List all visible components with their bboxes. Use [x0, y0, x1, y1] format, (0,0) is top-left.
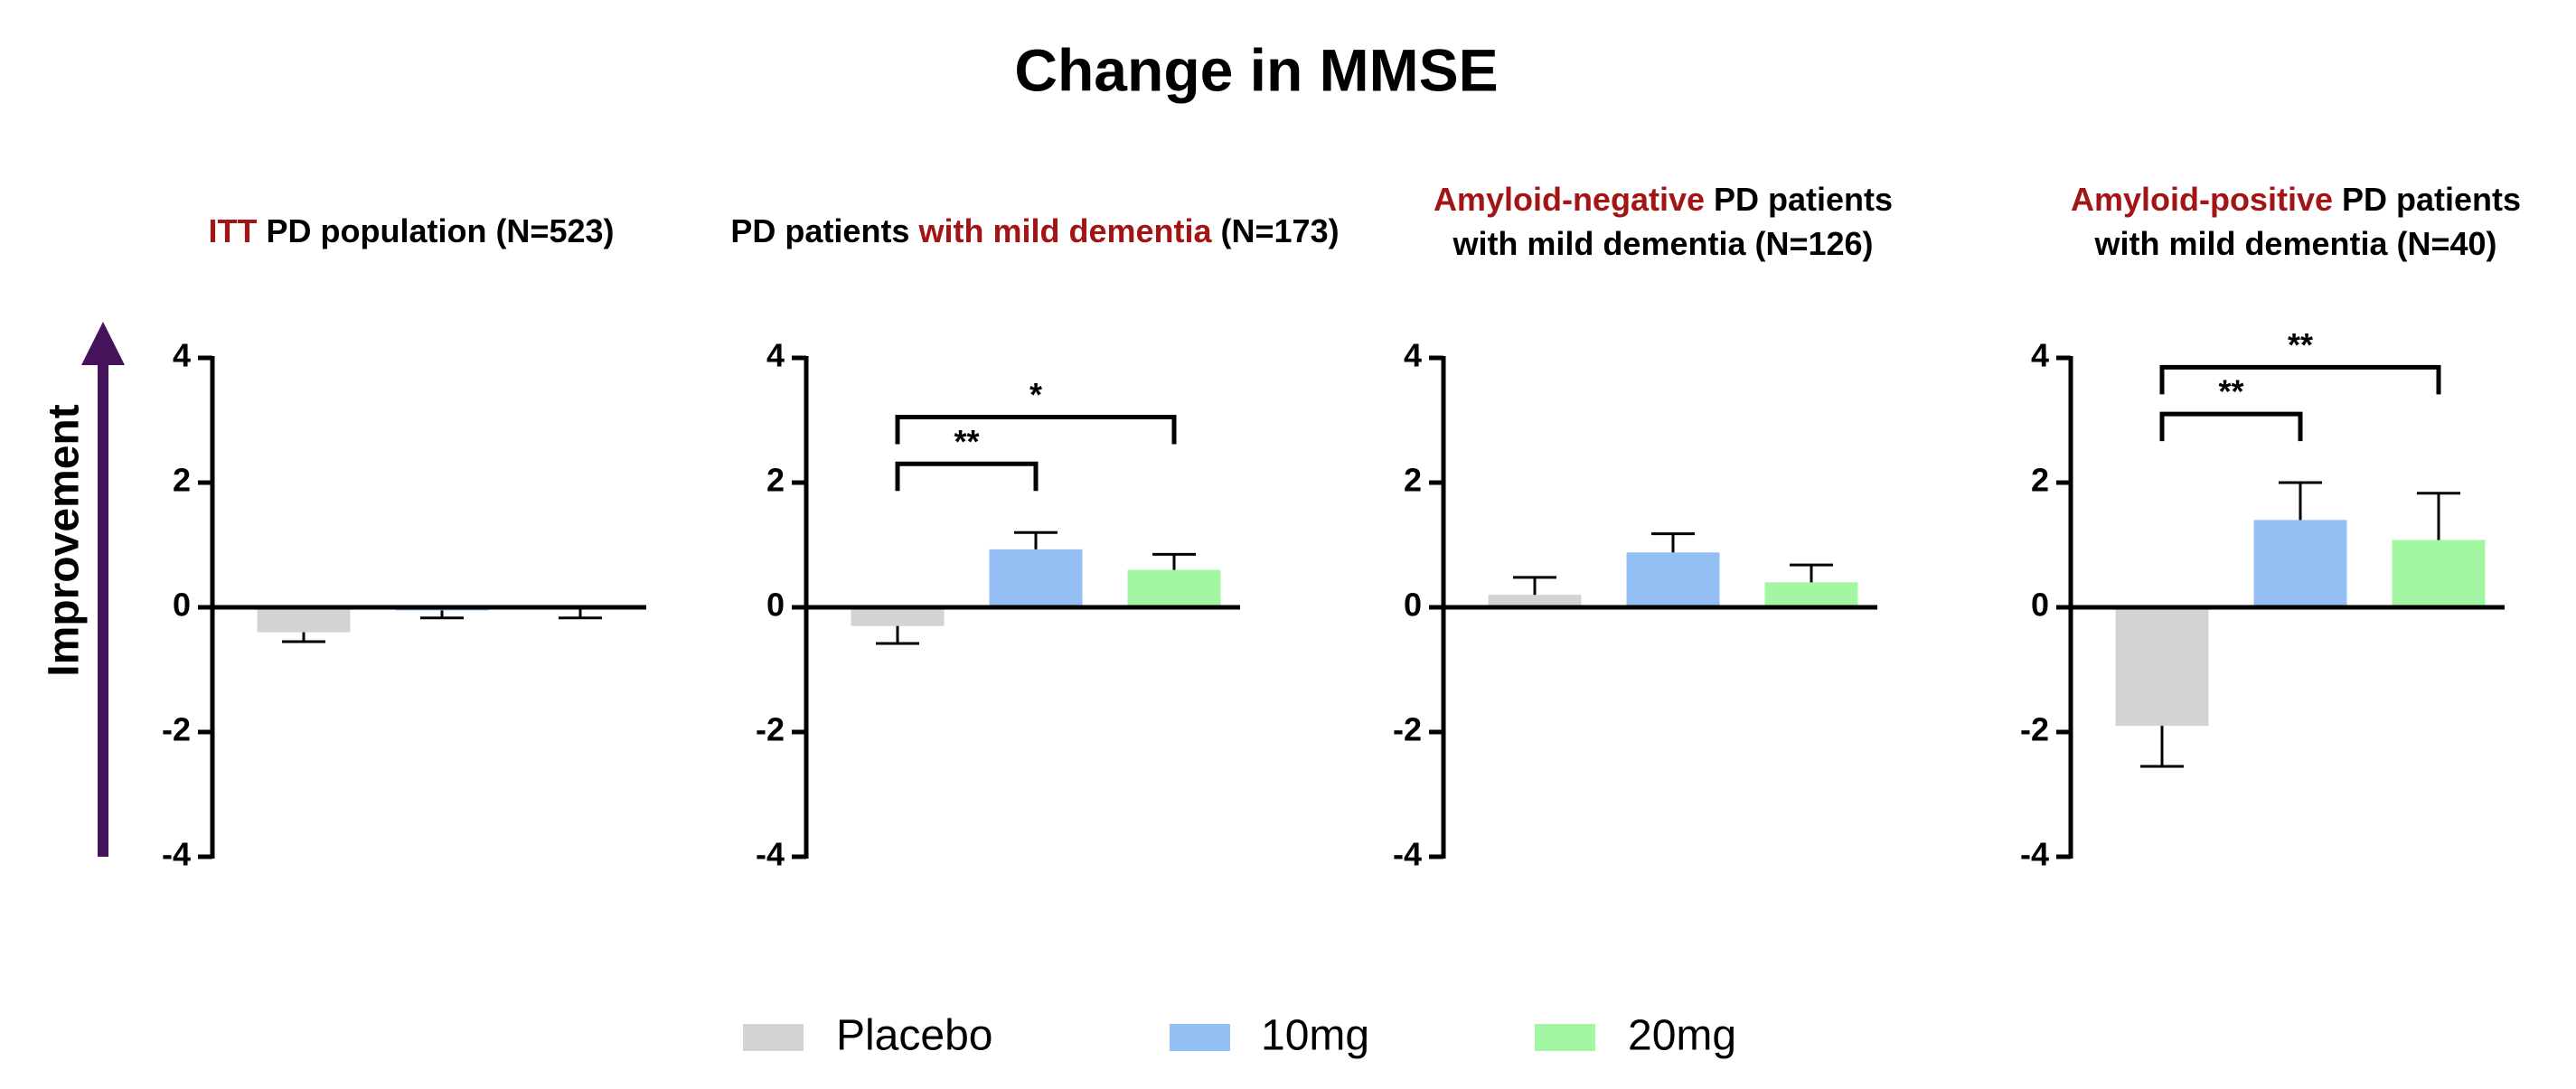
bar — [2253, 520, 2347, 607]
bar — [851, 607, 945, 626]
bar — [257, 607, 351, 633]
y-tick-label: 2 — [1404, 462, 1422, 499]
error-bar — [1651, 532, 1695, 553]
bar — [1764, 582, 1858, 607]
y-tick-label: 2 — [766, 462, 785, 499]
bar — [1127, 569, 1221, 607]
panel-title: Amyloid-positive PD patients — [2071, 181, 2521, 218]
error-bar — [1790, 563, 1833, 583]
panel-title-segment: Amyloid-positive — [2071, 181, 2333, 218]
y-tick-label: -4 — [162, 836, 191, 873]
significance-label: * — [1029, 376, 1042, 413]
error-bar — [2140, 726, 2184, 768]
y-tick-label: 4 — [766, 337, 785, 374]
significance-label: ** — [954, 423, 979, 460]
legend-label: 10mg — [1261, 1012, 1369, 1060]
bar — [1488, 595, 1582, 607]
legend-swatch — [743, 1024, 804, 1051]
legend-label: Placebo — [836, 1012, 992, 1060]
panel-title-segment: (N=173) — [1221, 212, 1340, 249]
panel-title: ITT PD population (N=523) — [208, 212, 614, 249]
legend-swatch — [1170, 1024, 1230, 1051]
error-bar — [876, 625, 919, 645]
y-tick-label: -2 — [756, 711, 785, 748]
y-tick-label: 4 — [173, 337, 191, 374]
legend-swatch — [1535, 1024, 1595, 1051]
y-tick-label: 4 — [1404, 337, 1422, 374]
bar — [989, 549, 1083, 607]
error-bar — [282, 632, 325, 643]
significance-label: ** — [2218, 373, 2243, 410]
bar — [1626, 552, 1720, 607]
y-tick-label: 2 — [173, 462, 191, 499]
panel-title: PD patients with mild dementia (N=173) — [730, 212, 1339, 249]
panel-title-segment: Amyloid-negative — [1434, 181, 1705, 218]
significance-label: ** — [2288, 326, 2313, 363]
y-tick-label: 0 — [766, 587, 785, 624]
y-tick-label: -4 — [1393, 836, 1422, 873]
y-tick-label: -4 — [756, 836, 785, 873]
y-tick-label: 0 — [173, 587, 191, 624]
error-bar — [420, 610, 464, 620]
bar — [2115, 607, 2209, 727]
y-tick-label: -4 — [2020, 836, 2049, 873]
y-tick-label: 4 — [2031, 337, 2049, 374]
significance-bracket — [2159, 411, 2303, 442]
panel-title: with mild dementia (N=40) — [2093, 225, 2496, 262]
panel-title-segment: ITT — [208, 212, 257, 249]
bar — [2392, 540, 2486, 607]
error-bar — [2279, 481, 2322, 521]
y-tick-label: 0 — [1404, 587, 1422, 624]
y-tick-label: -2 — [1393, 711, 1422, 748]
panel-title-segment: PD patients — [730, 212, 909, 249]
significance-bracket — [2159, 364, 2441, 395]
panel-title: Amyloid-negative PD patients — [1434, 181, 1893, 218]
panel-title-segment: PD population (N=523) — [266, 212, 614, 249]
panel-title-segment: PD patients — [1714, 181, 1893, 218]
error-bar — [2417, 492, 2460, 540]
panel-title-segment: with mild dementia (N=40) — [2093, 225, 2496, 262]
chart-title: Change in MMSE — [1014, 36, 1498, 103]
error-bar — [1014, 530, 1058, 549]
panel-title-segment: with mild dementia (N=126) — [1452, 225, 1873, 262]
error-bar — [1152, 552, 1196, 570]
panel-title-segment: with mild dementia — [917, 212, 1212, 249]
y-tick-label: 2 — [2031, 462, 2049, 499]
y-tick-label: -2 — [2020, 711, 2049, 748]
legend-label: 20mg — [1628, 1012, 1736, 1060]
y-tick-label: 0 — [2031, 587, 2049, 624]
panel-title: with mild dementia (N=126) — [1452, 225, 1873, 262]
error-bar — [1513, 576, 1556, 596]
significance-bracket — [895, 415, 1177, 445]
y-axis-label: Improvement — [41, 404, 89, 676]
error-bar — [559, 608, 602, 620]
y-tick-label: -2 — [162, 711, 191, 748]
significance-bracket — [895, 461, 1039, 492]
panel-title-segment: PD patients — [2342, 181, 2521, 218]
